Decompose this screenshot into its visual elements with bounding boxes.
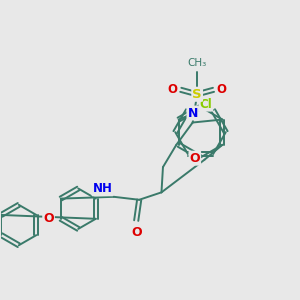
Text: O: O <box>131 226 142 239</box>
Text: O: O <box>43 212 54 225</box>
Text: O: O <box>168 83 178 96</box>
Text: N: N <box>188 106 198 119</box>
Text: CH₃: CH₃ <box>188 58 207 68</box>
Text: NH: NH <box>93 182 112 195</box>
Text: S: S <box>192 88 202 101</box>
Text: O: O <box>217 83 226 96</box>
Text: O: O <box>190 152 200 165</box>
Text: Cl: Cl <box>200 98 212 111</box>
